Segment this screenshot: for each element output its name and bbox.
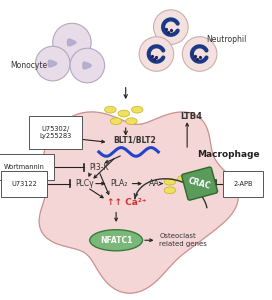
Circle shape [53, 23, 91, 62]
Ellipse shape [118, 110, 129, 117]
Ellipse shape [110, 118, 122, 124]
Text: AA: AA [149, 179, 159, 188]
Ellipse shape [164, 178, 176, 185]
Text: U73122: U73122 [11, 181, 37, 187]
Text: Neutrophil: Neutrophil [206, 35, 247, 44]
FancyBboxPatch shape [182, 167, 218, 200]
Text: BLT1/BLT2: BLT1/BLT2 [113, 136, 156, 145]
Polygon shape [39, 112, 238, 293]
Text: Wortmannin: Wortmannin [4, 164, 44, 170]
Ellipse shape [105, 106, 116, 113]
Ellipse shape [126, 118, 137, 124]
Text: PLA₂: PLA₂ [110, 179, 128, 188]
Ellipse shape [178, 176, 189, 182]
Circle shape [70, 48, 105, 83]
Text: Macrophage: Macrophage [197, 150, 259, 159]
Ellipse shape [164, 187, 176, 194]
Text: U75302/
Ly255283: U75302/ Ly255283 [39, 126, 72, 139]
Ellipse shape [90, 230, 143, 251]
Circle shape [139, 37, 174, 71]
Text: LTB4: LTB4 [180, 112, 202, 121]
Polygon shape [67, 39, 76, 46]
Text: Monocyte: Monocyte [11, 61, 48, 70]
Text: ↑↑ Ca²⁺: ↑↑ Ca²⁺ [107, 198, 146, 207]
Text: 2-APB: 2-APB [233, 181, 253, 187]
Text: Osteoclast
related genes: Osteoclast related genes [159, 233, 207, 247]
Circle shape [182, 37, 217, 71]
Circle shape [35, 46, 70, 81]
Text: NFATC1: NFATC1 [100, 236, 132, 245]
Polygon shape [83, 62, 91, 69]
Text: PI3-K: PI3-K [89, 163, 109, 172]
Text: PLCγ: PLCγ [75, 179, 94, 188]
Ellipse shape [131, 106, 143, 113]
Text: CRAC: CRAC [187, 176, 212, 191]
Circle shape [154, 10, 188, 44]
Polygon shape [48, 60, 57, 67]
